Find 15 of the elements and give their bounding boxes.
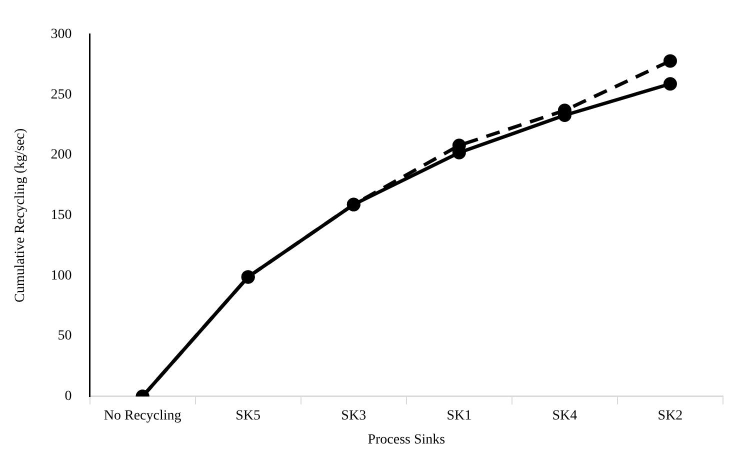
x-axis-title: Process Sinks [368, 432, 446, 448]
x-tick-label: SK5 [236, 408, 261, 424]
x-tick-label: SK4 [552, 408, 578, 424]
y-tick-label: 100 [50, 268, 72, 284]
x-tick-label: SK2 [658, 408, 683, 424]
y-tick-label: 0 [64, 389, 72, 404]
y-tick-label: 50 [58, 328, 72, 344]
y-axis-title: Cumulative Recycling (kg/sec) [13, 128, 28, 302]
x-tick-label: No Recycling [104, 408, 182, 424]
y-tick-label: 150 [50, 208, 72, 224]
y-tick-label: 250 [50, 87, 72, 102]
y-tick-label: 200 [50, 148, 72, 163]
x-tick-label: SK1 [446, 408, 472, 424]
y-tick-label: 300 [50, 27, 72, 42]
x-tick-label: SK3 [341, 408, 366, 424]
